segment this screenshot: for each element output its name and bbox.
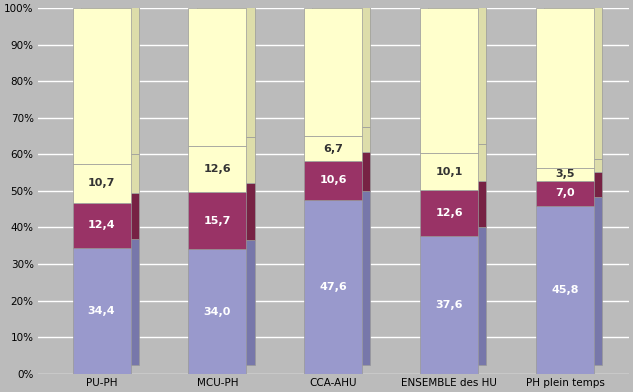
Text: 12,6: 12,6 [204, 164, 231, 174]
Bar [73, 163, 130, 203]
Bar [429, 227, 486, 365]
Bar [304, 200, 362, 374]
Bar [420, 153, 478, 190]
Bar [420, 236, 478, 374]
Bar [544, 0, 602, 159]
Bar [81, 0, 139, 154]
Text: 3,5: 3,5 [555, 169, 575, 179]
Bar [73, 248, 130, 374]
Bar [197, 240, 254, 365]
Text: 45,8: 45,8 [551, 285, 579, 295]
Bar [189, 249, 246, 374]
Bar [197, 0, 254, 137]
Bar [544, 197, 602, 365]
Bar [544, 159, 602, 172]
Bar [197, 183, 254, 240]
Bar [197, 137, 254, 183]
Bar [73, 8, 130, 163]
Bar [429, 144, 486, 181]
Text: 37,6: 37,6 [436, 300, 463, 310]
Bar [536, 168, 594, 181]
Bar [81, 194, 139, 239]
Bar [189, 146, 246, 192]
Bar [544, 172, 602, 197]
Text: 10,6: 10,6 [320, 175, 347, 185]
Text: 47,6: 47,6 [320, 282, 348, 292]
Bar [81, 154, 139, 194]
Text: 34,4: 34,4 [88, 306, 115, 316]
Text: 10,1: 10,1 [436, 167, 463, 177]
Bar [420, 8, 478, 153]
Text: 12,4: 12,4 [88, 220, 115, 230]
Text: 12,6: 12,6 [436, 208, 463, 218]
Bar [189, 8, 246, 146]
Text: 15,7: 15,7 [204, 216, 231, 226]
Bar [429, 0, 486, 144]
Text: 7,0: 7,0 [555, 189, 575, 198]
Bar [313, 152, 370, 191]
Bar [304, 161, 362, 200]
Text: 6,7: 6,7 [323, 144, 343, 154]
Bar [73, 203, 130, 248]
Bar [313, 191, 370, 365]
Bar [313, 0, 370, 127]
Text: 34,0: 34,0 [204, 307, 231, 316]
Bar [429, 181, 486, 227]
Bar [313, 127, 370, 152]
Bar [536, 8, 594, 168]
Bar [304, 136, 362, 161]
Text: 10,7: 10,7 [88, 178, 115, 188]
Bar [304, 8, 362, 136]
Bar [81, 239, 139, 365]
Bar [420, 190, 478, 236]
Bar [536, 206, 594, 374]
Bar [536, 181, 594, 206]
Bar [189, 192, 246, 249]
